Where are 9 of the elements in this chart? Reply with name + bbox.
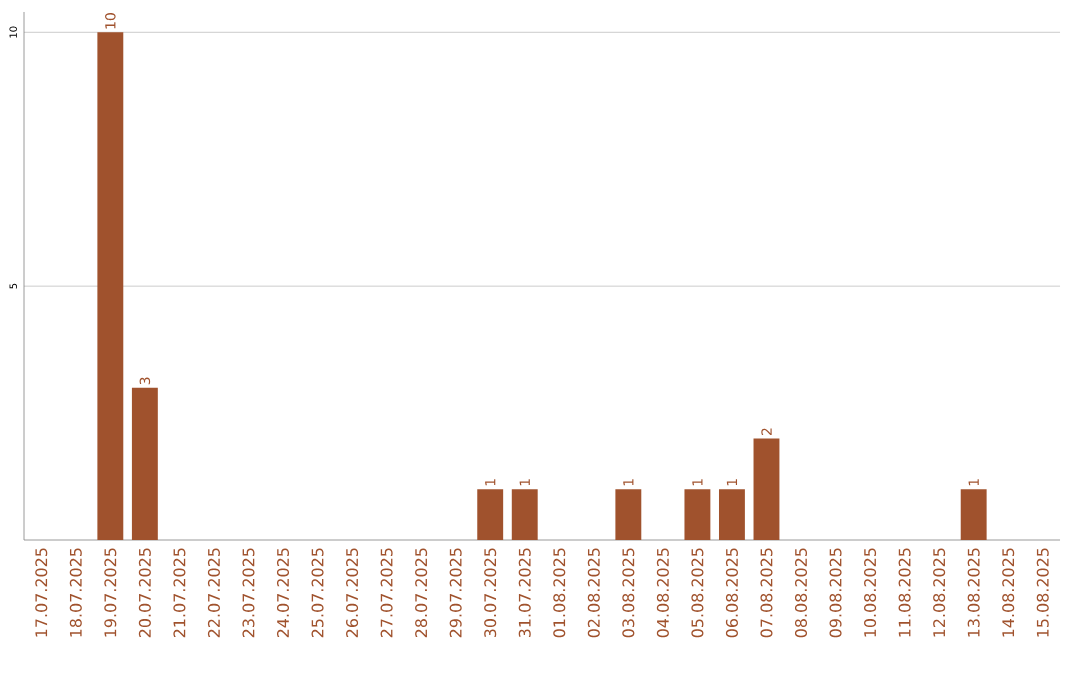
bar	[960, 489, 987, 540]
bar	[477, 489, 504, 540]
bar	[131, 387, 158, 540]
bar	[511, 489, 538, 540]
bar	[718, 489, 745, 540]
bar	[753, 438, 780, 540]
bar	[615, 489, 642, 540]
bar	[97, 32, 124, 540]
bar	[684, 489, 711, 540]
